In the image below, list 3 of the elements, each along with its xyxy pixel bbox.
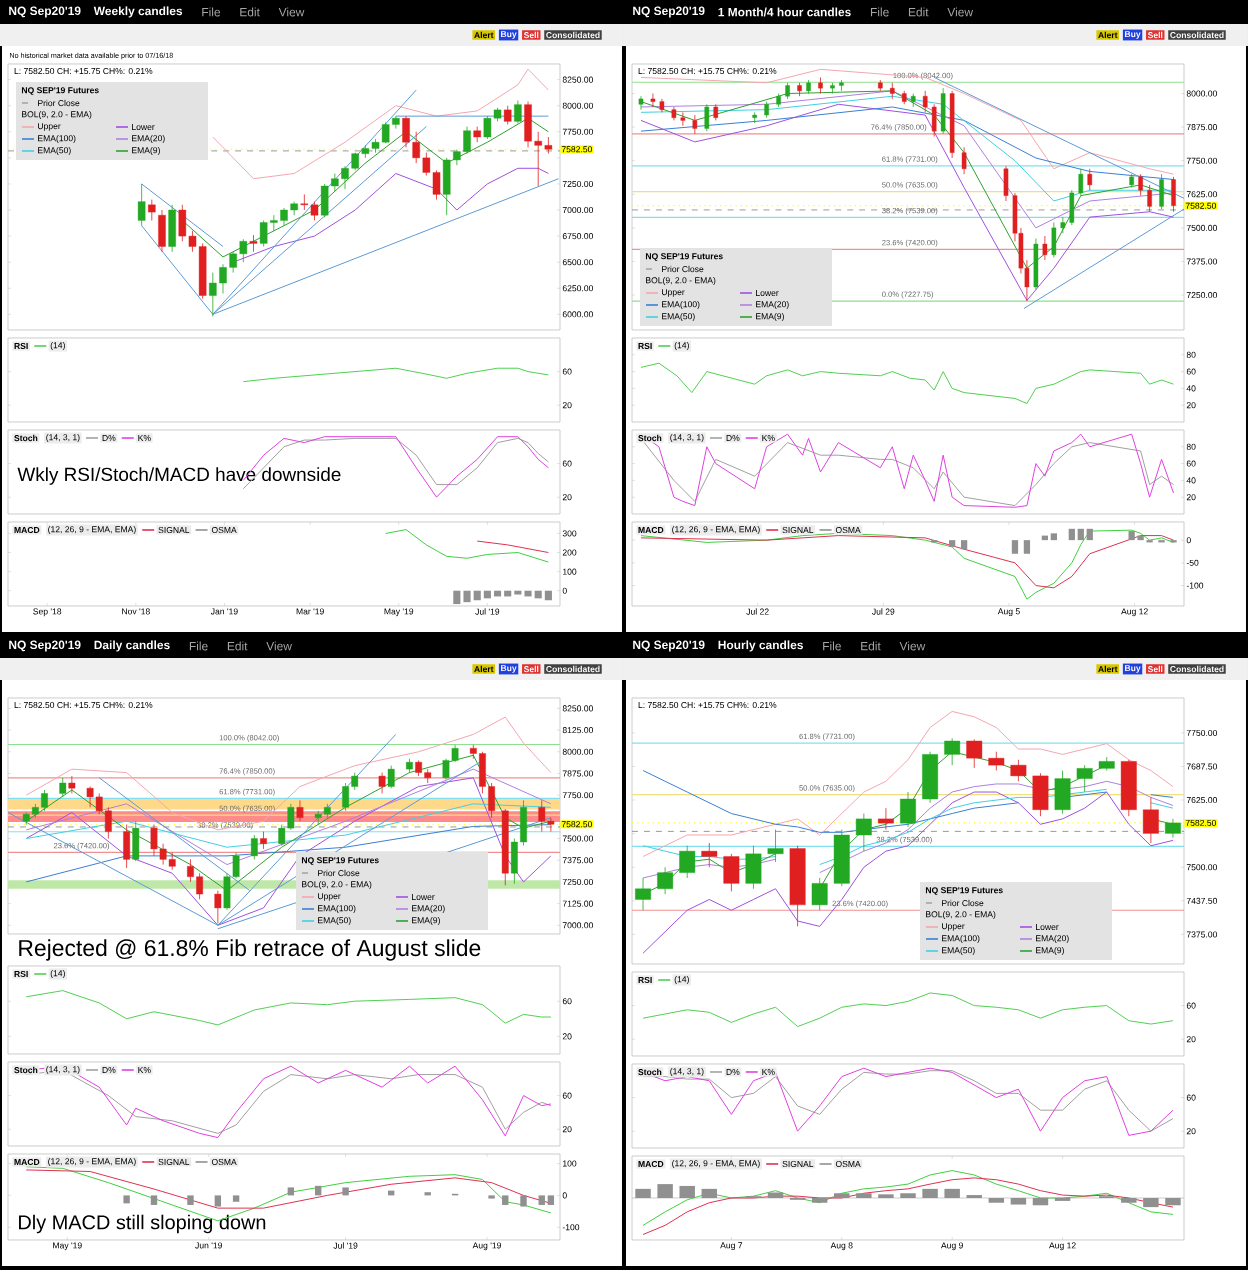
annotation: Dly MACD still sloping down	[19, 1214, 266, 1234]
text: Rejected @ 61.8% Fib retrace of August slide	[19, 939, 481, 961]
annotation: Wkly RSI/Stoch/MACD have downside	[17, 467, 341, 485]
